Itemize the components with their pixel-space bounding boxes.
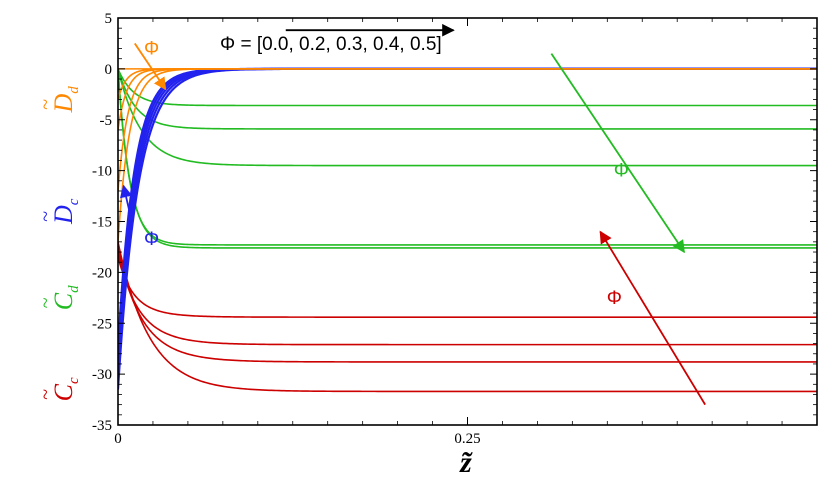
y-category-label-cd: Cd~	[35, 285, 82, 310]
annotation-phi-black: Φ = [0.0, 0.2, 0.3, 0.4, 0.5]	[220, 34, 442, 55]
y-category-text: Cd	[49, 285, 82, 310]
y-tick-label: -20	[92, 265, 112, 281]
tilde-mark: ~	[35, 297, 57, 308]
y-tick-label: 5	[105, 11, 113, 27]
series-line-cd-5	[118, 68, 817, 130]
y-tick-label: 0	[105, 62, 113, 78]
annotations: Φ = [0.0, 0.2, 0.3, 0.4, 0.5] Φ Φ Φ Φ	[119, 23, 706, 406]
x-tick-label: 0.25	[454, 431, 480, 447]
annotation-phi-green: Φ	[614, 161, 629, 182]
y-tick-label: -5	[100, 113, 113, 129]
y-category-text: Dd	[49, 86, 82, 114]
series-line-cc-3	[118, 241, 817, 393]
y-category-labels: Dd~Dc~Cd~Cc~	[35, 86, 82, 402]
series-line-dc-9	[118, 67, 817, 390]
axis-ticks: 50-5-10-15-20-25-30-350 0.25	[92, 11, 817, 447]
series-line-dd-15	[118, 68, 817, 192]
series-line-dc-13	[118, 67, 817, 349]
series-line-cd-8	[118, 68, 817, 249]
y-tick-label: -35	[92, 418, 112, 434]
y-tick-label: -30	[92, 367, 112, 383]
arrow-phi-blue	[119, 184, 133, 217]
y-category-label-dd: Dd~	[35, 86, 82, 114]
x-tick-label: 0	[114, 431, 122, 447]
x-axis-label: z̃	[459, 446, 473, 478]
arrow-phi-red	[599, 230, 706, 406]
series-line-dc-12	[118, 67, 817, 359]
series-line-cd-4	[118, 68, 817, 107]
arrow-phi-orange	[134, 42, 167, 91]
series-line-cd-6	[118, 68, 817, 167]
annotation-phi-red: Φ	[607, 288, 622, 309]
series-line-dd-14	[118, 68, 817, 242]
tilde-mark: ~	[35, 211, 57, 222]
series-line-cc-0	[118, 256, 817, 318]
y-category-label-dc: Dc~	[35, 198, 82, 225]
series-line-cc-2	[118, 246, 817, 363]
tilde-mark: ~	[35, 389, 57, 400]
y-category-label-cc: Cc~	[35, 377, 82, 401]
series-line-cd-7	[118, 68, 817, 246]
annotation-phi-blue: Φ	[144, 229, 159, 250]
series-line-dc-10	[118, 67, 817, 380]
series-line-dd-16	[118, 68, 817, 131]
y-category-text: Dc	[49, 198, 82, 225]
series-layer	[118, 67, 817, 393]
series-line-dd-17	[118, 68, 817, 100]
series-line-dc-11	[118, 67, 817, 370]
y-tick-label: -25	[92, 316, 112, 332]
y-tick-label: -15	[92, 215, 112, 231]
y-category-text: Cc	[49, 377, 82, 401]
annotation-phi-orange: Φ	[144, 39, 159, 60]
y-tick-label: -10	[92, 164, 112, 180]
arrow-phi-green	[550, 53, 685, 254]
series-line-cc-1	[118, 251, 817, 346]
tilde-mark: ~	[35, 99, 57, 110]
plot-frame	[117, 17, 818, 426]
